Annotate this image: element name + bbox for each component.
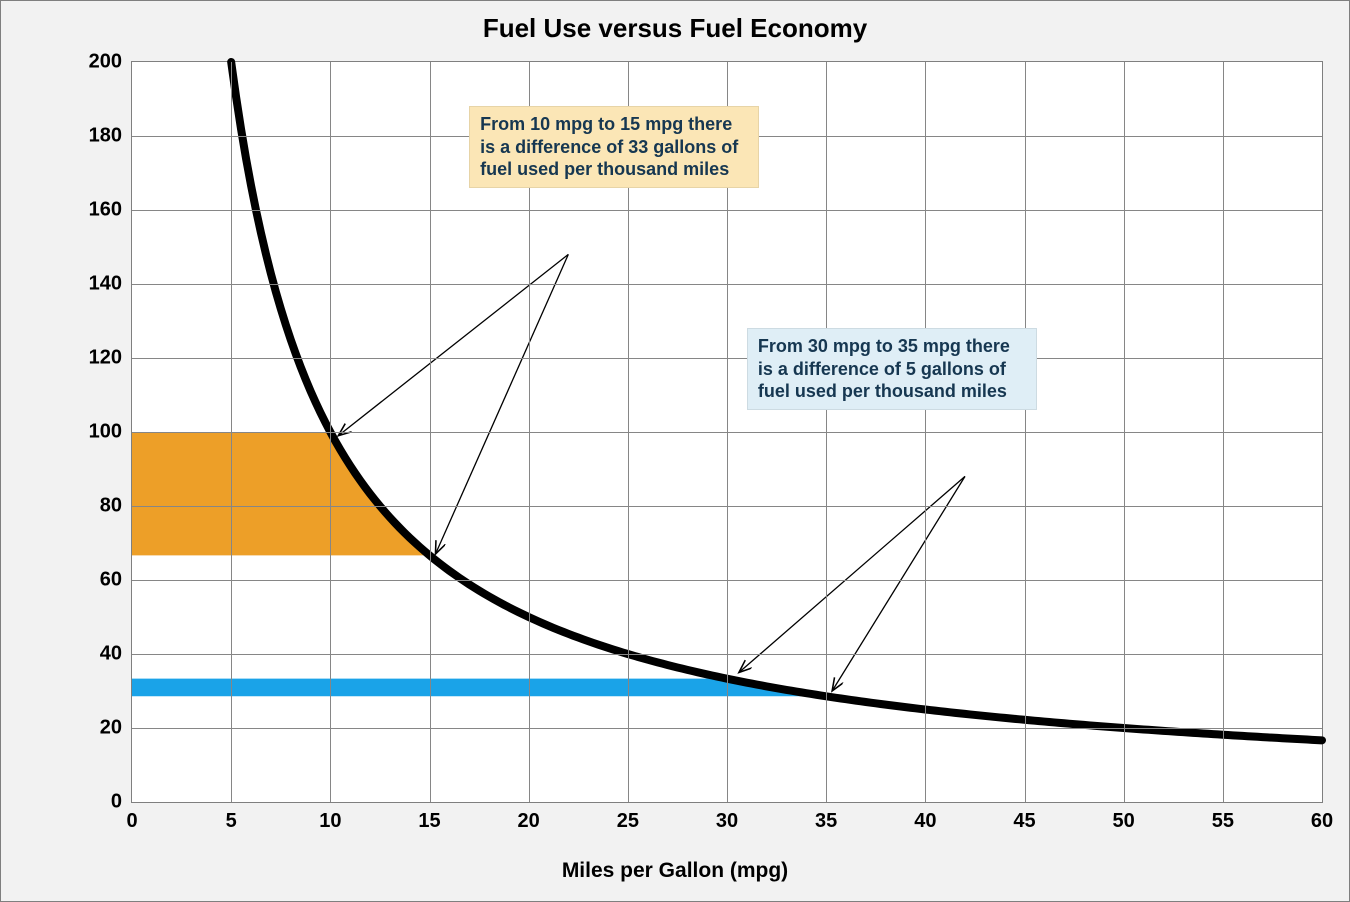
gridline-h <box>132 358 1322 359</box>
x-tick-label: 30 <box>716 802 738 833</box>
x-tick-label: 15 <box>418 802 440 833</box>
x-tick-label: 25 <box>617 802 639 833</box>
chart-frame: Fuel Use versus Fuel Economy Gallons of … <box>0 0 1350 902</box>
gridline-h <box>132 210 1322 211</box>
gridline-h <box>132 284 1322 285</box>
blue-fill-30-35 <box>132 679 826 697</box>
x-tick-label: 60 <box>1311 802 1333 833</box>
y-tick-label: 0 <box>111 791 132 814</box>
x-tick-label: 20 <box>518 802 540 833</box>
annotation-10-15-arrow <box>435 254 568 554</box>
y-tick-label: 200 <box>89 51 132 74</box>
annotation-30-35: From 30 mpg to 35 mpg there is a differe… <box>747 328 1037 410</box>
x-tick-label: 50 <box>1113 802 1135 833</box>
gridline-h <box>132 432 1322 433</box>
x-tick-label: 55 <box>1212 802 1234 833</box>
gridline-h <box>132 506 1322 507</box>
y-tick-label: 40 <box>100 643 132 666</box>
y-tick-label: 120 <box>89 347 132 370</box>
x-axis-label: Miles per Gallon (mpg) <box>1 859 1349 883</box>
annotation-10-15: From 10 mpg to 15 mpg there is a differe… <box>469 106 759 188</box>
y-tick-label: 180 <box>89 125 132 148</box>
y-tick-label: 80 <box>100 495 132 518</box>
gridline-h <box>132 728 1322 729</box>
x-tick-label: 40 <box>914 802 936 833</box>
gridline-h <box>132 654 1322 655</box>
annotation-30-35-arrow <box>832 476 965 691</box>
plot-area: 0510152025303540455055600204060801001201… <box>131 61 1323 803</box>
x-tick-label: 45 <box>1013 802 1035 833</box>
orange-fill-10-15 <box>132 432 430 555</box>
gridline-h <box>132 580 1322 581</box>
y-tick-label: 100 <box>89 421 132 444</box>
x-tick-label: 35 <box>815 802 837 833</box>
y-tick-label: 20 <box>100 717 132 740</box>
y-tick-label: 160 <box>89 199 132 222</box>
x-tick-label: 5 <box>226 802 237 833</box>
y-tick-label: 140 <box>89 273 132 296</box>
y-tick-label: 60 <box>100 569 132 592</box>
x-tick-label: 10 <box>319 802 341 833</box>
chart-title: Fuel Use versus Fuel Economy <box>1 13 1349 44</box>
annotation-10-15-arrow <box>338 254 568 435</box>
